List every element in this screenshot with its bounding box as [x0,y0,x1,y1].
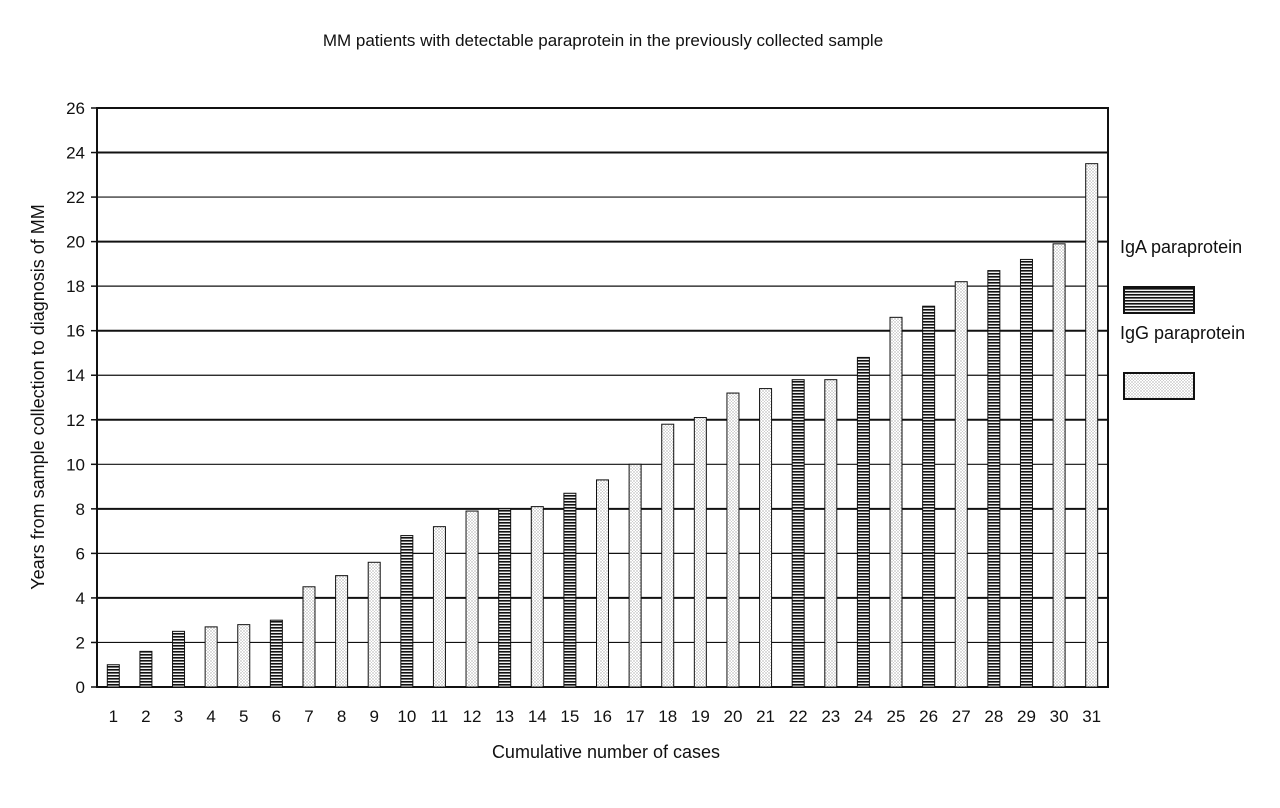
x-tick-label: 3 [174,707,183,726]
y-tick-label: 16 [66,322,85,341]
bar-iga [563,492,577,688]
x-tick-label: 5 [239,707,248,726]
x-tick-labels: 1 2 3 4 5 6 7 8 9 10 11 12 13 14 15 16 17 18 19 20 21 22 23 24 2… [109,707,1102,726]
bar-igg [530,506,544,688]
y-tick-label: 2 [76,633,85,652]
y-tick-label: 8 [76,500,85,519]
bar-iga [498,508,512,688]
x-tick-label: 12 [463,707,482,726]
legend-label-igg: IgG paraprotein [1120,323,1245,343]
bar-iga [400,535,414,688]
x-axis-title: Cumulative number of cases [492,742,720,762]
bar-igg [204,626,218,688]
x-tick-label: 4 [206,707,215,726]
bar-iga [791,379,805,688]
bar-igg [889,316,903,688]
x-tick-label: 18 [658,707,677,726]
x-tick-label: 15 [560,707,579,726]
y-tick-label: 10 [66,455,85,474]
x-tick-label: 28 [984,707,1003,726]
x-tick-label: 11 [431,707,449,726]
x-tick-label: 30 [1050,707,1069,726]
legend-swatch-igg [1123,372,1195,400]
y-tick-label: 0 [76,678,85,697]
x-tick-label: 6 [272,707,281,726]
bar-igg [954,281,968,688]
bar-igg [596,479,609,688]
x-tick-label: 24 [854,707,873,726]
y-tick-label: 18 [66,277,85,296]
bar-igg [1085,163,1099,688]
x-tick-label: 17 [626,707,645,726]
bar-igg [693,417,707,688]
x-tick-label: 22 [789,707,808,726]
bar-igg [726,392,740,688]
x-tick-label: 20 [723,707,742,726]
x-tick-label: 19 [691,707,710,726]
y-tick-label: 24 [66,144,85,163]
x-tick-label: 14 [528,707,547,726]
bar-igg [1052,243,1066,688]
x-tick-label: 27 [952,707,971,726]
y-tick-label: 14 [66,366,85,385]
y-tick-label: 20 [66,233,85,252]
bar-igg [824,379,838,688]
y-tick-label: 22 [66,188,85,207]
bar-iga [922,305,936,688]
y-axis-title: Years from sample collection to diagnosi… [28,204,48,590]
bar-igg [432,526,446,688]
bar-igg [661,423,675,688]
bar-igg [367,561,381,688]
x-tick-label: 9 [369,707,378,726]
bar-igg [237,624,251,688]
bar-igg [335,575,349,688]
y-tick-label: 4 [76,589,85,608]
bar-igg [628,463,642,688]
x-tick-label: 2 [141,707,150,726]
y-tick-label: 6 [76,544,85,563]
bar-igg [302,586,316,688]
bar-igg [759,388,773,688]
bar-iga [172,630,186,688]
x-tick-label: 16 [593,707,612,726]
bar-iga [139,650,153,688]
x-tick-label: 31 [1082,707,1101,726]
bar-iga [987,270,1001,688]
chart-title: MM patients with detectable paraprotein … [323,31,883,50]
x-tick-label: 10 [397,707,416,726]
y-tick-label: 26 [66,99,85,118]
x-tick-label: 23 [821,707,840,726]
bar-igg [465,510,479,688]
legend-label-iga: IgA paraprotein [1120,237,1242,257]
x-tick-label: 26 [919,707,938,726]
y-tick-label: 12 [66,411,85,430]
x-tick-label: 8 [337,707,346,726]
x-tick-label: 13 [495,707,514,726]
bar-iga [106,664,120,688]
legend-swatch-iga [1123,286,1195,314]
x-tick-label: 1 [109,707,118,726]
bars [106,163,1099,688]
x-tick-label: 7 [304,707,313,726]
x-tick-label: 29 [1017,707,1036,726]
x-tick-label: 21 [756,707,775,726]
bar-iga [856,356,870,688]
legend: IgA paraprotein IgG paraprotein [1120,237,1245,400]
bar-iga [269,619,283,688]
bar-iga [1019,258,1033,688]
x-tick-label: 25 [887,707,906,726]
